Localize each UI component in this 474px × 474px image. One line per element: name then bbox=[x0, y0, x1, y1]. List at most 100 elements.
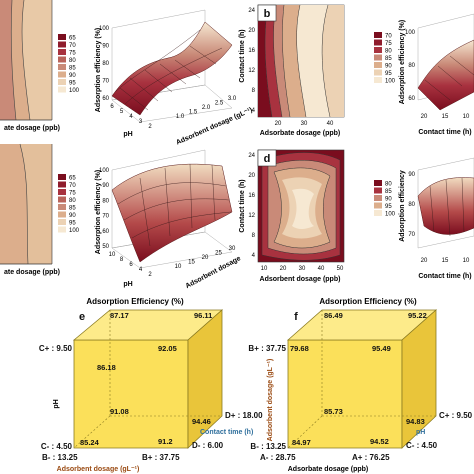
panel-c-legend-label: 85 bbox=[69, 206, 76, 212]
panel-d-legend-swatch bbox=[374, 195, 382, 201]
panel-d-contour-y-tick: 16 bbox=[248, 193, 255, 199]
panel-a-legend-label: 80 bbox=[69, 58, 76, 64]
panel-d-z-tick: 90 bbox=[408, 172, 415, 178]
panel-d-x-tick: 20 bbox=[421, 258, 428, 264]
panel-c-legend-swatch bbox=[58, 204, 66, 210]
panel-a-z-tick: 80 bbox=[102, 61, 109, 67]
panel-a-legend-swatch bbox=[58, 86, 66, 93]
panel-c-legend-label: 90 bbox=[69, 213, 76, 219]
cube-e-level-horizontal-minus: B- : 13.25 bbox=[42, 453, 78, 462]
panel-a-legend-label: 75 bbox=[69, 51, 76, 57]
cube-f-level-horizontal-minus: A- : 28.75 bbox=[260, 453, 296, 462]
cube-e-side-face bbox=[187, 309, 223, 449]
cube-e-corner-back-top-right: 96.11 bbox=[194, 311, 212, 320]
panel-a-legend-swatch bbox=[58, 56, 66, 63]
panel-c-surface-zlabel: Adsorption efficiency (%) bbox=[95, 170, 102, 254]
panel-d-z-tick: 80 bbox=[408, 202, 415, 208]
panel-d-legend-label: 100 bbox=[385, 212, 396, 218]
panel-a-legend-swatch bbox=[58, 79, 66, 85]
panel-b-z-tick: 100 bbox=[405, 30, 416, 36]
cube-e-axis-vertical: pH bbox=[53, 399, 60, 408]
panel-d-legend-label: 80 bbox=[385, 182, 392, 188]
panel-d-contour-y-tick: 8 bbox=[252, 233, 256, 239]
panel-d-contour-y-tick: 24 bbox=[248, 153, 255, 159]
panel-a-y-tick: 4 bbox=[129, 114, 133, 120]
panel-a-x-tick: 2.5 bbox=[215, 101, 224, 107]
cube-e-level-depth-minus: D- : 6.00 bbox=[192, 441, 224, 450]
panel-d-contour-x-tick: 30 bbox=[299, 266, 306, 272]
panel-d-surface: 70 80 90 Adsorption efficiency 20 15 10 Cont… bbox=[399, 157, 474, 280]
panel-b-legend-label: 75 bbox=[385, 41, 392, 47]
cube-e-corner-back-bottom-right: 94.46 bbox=[192, 417, 211, 426]
panel-c-y-tick: 4 bbox=[139, 267, 143, 273]
panel-c-x-tick: 30 bbox=[229, 246, 236, 252]
panel-d-badge-box bbox=[257, 149, 277, 167]
panel-b-z-tick: 80 bbox=[408, 63, 415, 69]
panel-b-legend-label: 70 bbox=[385, 34, 392, 40]
panel-b-legend-label: 100 bbox=[385, 79, 396, 85]
panel-b-contour-y-tick: 12 bbox=[248, 68, 255, 74]
cube-f-level-horizontal-plus: A+ : 76.25 bbox=[352, 453, 390, 462]
panel-d-legend-label: 90 bbox=[385, 197, 392, 203]
panel-a-legend-swatch bbox=[58, 64, 66, 70]
panel-b-badge-box bbox=[257, 4, 277, 22]
panel-b-legend-label: 95 bbox=[385, 71, 392, 77]
cube-e-corner-front-bottom-left: 85.24 bbox=[80, 438, 100, 447]
cube-e: Adsorption Efficiency (%) 86.18 92.05 85… bbox=[39, 297, 263, 473]
panel-b-legend-swatch bbox=[374, 62, 382, 68]
panel-d-contour: 24 20 16 12 8 4 Contact time (h) 10 20 30 40 50 A… bbox=[239, 149, 345, 283]
panel-d-contour-y-tick: 12 bbox=[248, 213, 255, 219]
panel-c-contour: ate dosage (ppb) bbox=[0, 143, 60, 276]
panel-d-legend-label: 95 bbox=[385, 204, 392, 210]
cube-f-corner-back-bottom-left: 85.73 bbox=[324, 407, 343, 416]
cube-e-title: Adsorption Efficiency (%) bbox=[86, 297, 184, 306]
panel-a-surface-ylabel: pH bbox=[123, 131, 132, 138]
cube-e-corner-front-top-right: 92.05 bbox=[158, 344, 177, 353]
cube-f-front-face bbox=[287, 339, 403, 449]
panel-b-contour-y-tick: 20 bbox=[248, 28, 255, 34]
panel-a-y-tick: 3 bbox=[139, 119, 143, 125]
panel-a-contour-xlabel: ate dosage (ppb) bbox=[4, 125, 60, 132]
panel-d-legend-swatch bbox=[374, 202, 382, 209]
panel-b-x-tick: 10 bbox=[463, 114, 470, 120]
cube-f-corner-front-bottom-left: 84.97 bbox=[292, 438, 311, 447]
cube-f: Adsorption Efficiency (%) 79.68 95.49 84… bbox=[248, 297, 472, 473]
panel-b-contour-x-tick: 40 bbox=[327, 121, 334, 127]
panel-a-surface-xlabel: Adsorbent dosage (gL⁻¹) bbox=[175, 107, 253, 147]
panel-a-legend-label: 65 bbox=[69, 36, 76, 42]
panel-d-contour-x-tick: 40 bbox=[318, 266, 325, 272]
cube-f-corner-back-bottom-right: 94.83 bbox=[406, 417, 425, 426]
panel-c-z-tick: 90 bbox=[102, 183, 109, 189]
panel-b-contour-xlabel: Adsorbate dosage (ppb) bbox=[260, 130, 341, 137]
panel-b-surface-zlabel: Adsorption efficiency (%) bbox=[399, 20, 406, 104]
cube-e-axis-depth: Contact time (h) bbox=[200, 429, 253, 436]
panel-b-surface: 60 80 100 Adsorption efficiency (%) 20 15 10… bbox=[399, 13, 474, 136]
panel-c-legend-swatch bbox=[58, 174, 66, 180]
cube-f-badge: f bbox=[294, 311, 298, 323]
panel-c-legend-label: 80 bbox=[69, 198, 76, 204]
panel-a-legend-label: 85 bbox=[69, 66, 76, 72]
panel-c-y-tick: 6 bbox=[129, 262, 133, 268]
cube-e-badge: e bbox=[79, 311, 85, 323]
cube-f-axis-vertical: Adsorbent dosage (gL⁻¹) bbox=[267, 359, 274, 442]
cube-f-title: Adsorption Efficiency (%) bbox=[319, 297, 417, 306]
panel-a-x-tick: 2.0 bbox=[202, 105, 211, 111]
cube-f-axis-depth: pH bbox=[416, 429, 425, 436]
panel-d-contour-x-tick: 50 bbox=[337, 266, 344, 272]
panel-b-x-tick: 15 bbox=[442, 114, 449, 120]
panel-d-legend-swatch bbox=[374, 187, 382, 194]
panel-b-legend-swatch bbox=[374, 54, 382, 61]
panel-c-legend-label: 100 bbox=[69, 228, 80, 234]
panel-a-legend-label: 100 bbox=[69, 88, 80, 94]
panel-b-legend-swatch bbox=[374, 47, 382, 53]
panel-a-surface: 60 70 80 90 100 Adsorption efficiency (%) 1.… bbox=[95, 9, 254, 147]
panel-c-z-tick: 80 bbox=[102, 198, 109, 204]
cube-f-corner-front-bottom-right: 94.52 bbox=[370, 437, 389, 446]
panel-a-z-tick: 70 bbox=[102, 79, 109, 85]
panel-c-z-tick: 70 bbox=[102, 214, 109, 220]
panel-b-legend-swatch bbox=[374, 69, 382, 76]
panel-c-legend-swatch bbox=[58, 189, 66, 195]
panel-d-contour-xlabel: Adsorbent dosage (ppb) bbox=[260, 276, 341, 283]
panel-d-contour-y-tick: 4 bbox=[252, 253, 256, 259]
